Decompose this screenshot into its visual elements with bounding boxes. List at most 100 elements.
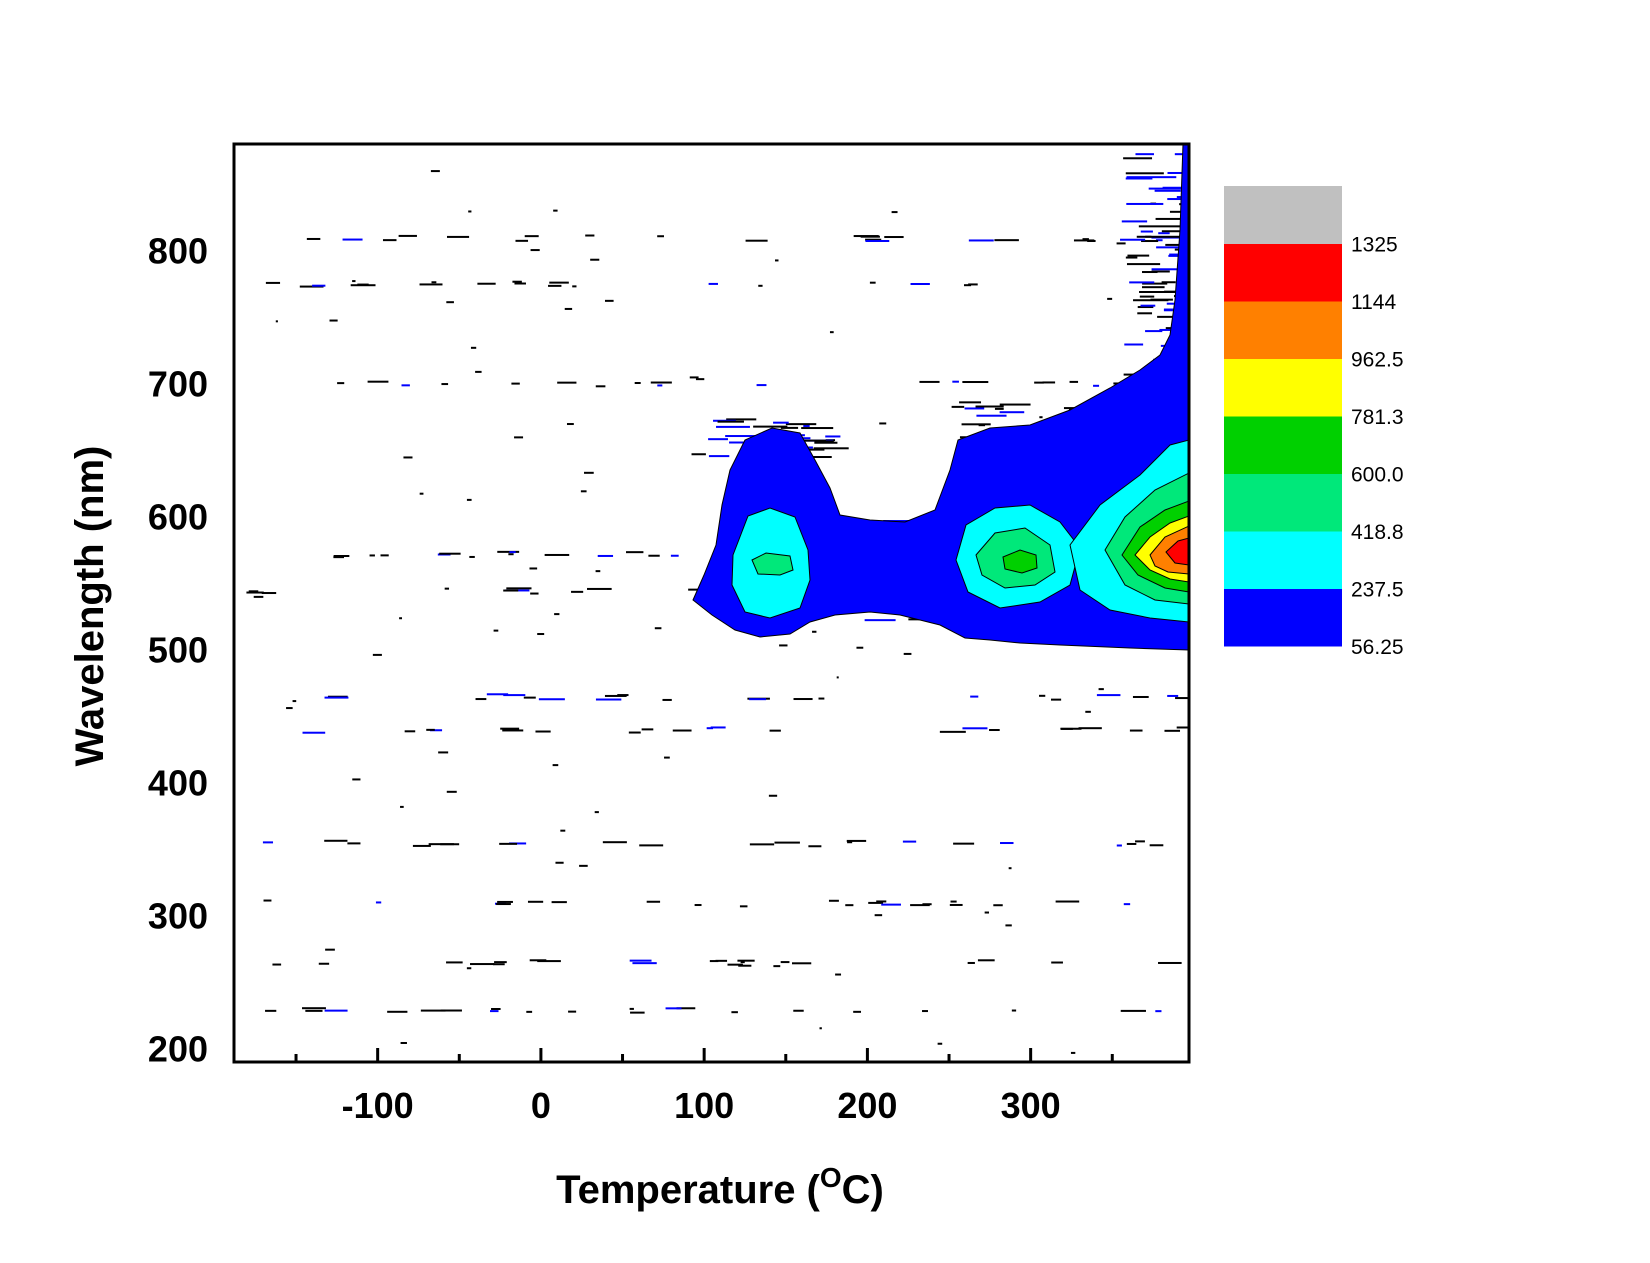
noise-speck <box>626 551 644 554</box>
noise-speck <box>369 554 375 557</box>
colorbar-swatch <box>1224 243 1342 302</box>
noise-speck <box>1098 688 1104 691</box>
noise-speck <box>989 729 1000 732</box>
noise-speck <box>1085 710 1091 713</box>
noise-speck <box>835 973 842 976</box>
noise-speck <box>404 730 416 733</box>
noise-speck <box>275 320 278 323</box>
noise-speck <box>347 842 361 845</box>
noise-speck <box>1107 297 1113 300</box>
noise-speck <box>961 423 991 426</box>
noise-speck <box>1008 867 1012 870</box>
colorbar-swatch <box>1224 416 1342 474</box>
noise-speck <box>1121 220 1148 223</box>
noise-speck <box>1139 290 1178 293</box>
noise-speck <box>548 284 562 287</box>
noise-speck <box>1164 290 1181 293</box>
y-tick-label: 700 <box>148 363 208 404</box>
noise-speck <box>709 960 719 963</box>
noise-speck <box>497 550 520 553</box>
noise-speck <box>812 630 817 633</box>
x-tick-label: 300 <box>1001 1085 1061 1126</box>
noise-speck <box>585 234 595 237</box>
noise-speck <box>791 962 812 965</box>
colorbar-level-label: 237.5 <box>1351 579 1404 602</box>
noise-speck <box>524 235 539 238</box>
noise-speck <box>876 900 887 903</box>
noise-speck <box>665 1007 682 1010</box>
noise-speck <box>1176 726 1189 729</box>
noise-speck <box>949 903 963 906</box>
noise-speck <box>499 842 518 845</box>
noise-speck <box>662 698 672 701</box>
colorbar-level-label: 418.8 <box>1351 521 1404 544</box>
noise-speck <box>790 439 826 442</box>
noise-speck <box>1096 694 1121 697</box>
noise-speck <box>910 283 930 286</box>
noise-speck <box>864 619 896 622</box>
noise-speck <box>286 707 293 710</box>
noise-speck <box>1156 239 1163 242</box>
noise-speck <box>869 281 876 284</box>
noise-speck <box>292 700 297 703</box>
noise-speck <box>333 556 344 559</box>
noise-speck <box>664 756 670 759</box>
noise-speck <box>868 901 884 904</box>
noise-speck <box>1164 729 1181 732</box>
noise-speck <box>329 319 338 322</box>
noise-speck <box>1011 1009 1017 1012</box>
noise-speck <box>968 239 994 242</box>
noise-speck <box>514 436 524 439</box>
noise-speck <box>749 843 775 846</box>
noise-speck <box>984 911 990 914</box>
noise-speck <box>446 961 463 964</box>
noise-speck <box>780 426 799 429</box>
noise-speck <box>503 589 519 592</box>
noise-speck <box>503 694 526 697</box>
noise-speck <box>962 381 989 384</box>
noise-speck <box>1132 695 1149 698</box>
noise-speck <box>529 567 538 570</box>
noise-speck <box>579 864 588 867</box>
noise-speck <box>604 694 627 697</box>
noise-speck <box>657 235 664 238</box>
noise-speck <box>527 900 544 903</box>
noise-speck <box>438 751 449 754</box>
noise-speck <box>604 299 614 302</box>
noise-speck <box>1116 844 1122 847</box>
feature-3-level-7 <box>1165 537 1189 566</box>
noise-speck <box>538 698 565 701</box>
noise-speck <box>1138 225 1187 228</box>
noise-speck <box>813 447 849 450</box>
noise-speck <box>248 590 259 593</box>
noise-speck <box>493 963 505 966</box>
noise-speck <box>975 405 1004 408</box>
colorbar-level-label: 1144 <box>1351 291 1396 314</box>
noise-speck <box>1140 230 1153 233</box>
noise-speck <box>470 963 495 966</box>
noise-speck <box>1155 1010 1162 1013</box>
x-tick-label: 100 <box>674 1085 734 1126</box>
noise-speck <box>312 284 326 287</box>
noise-speck <box>1142 282 1168 285</box>
noise-speck <box>430 729 443 732</box>
noise-speck <box>261 592 277 595</box>
noise-speck <box>708 282 718 285</box>
noise-speck <box>883 520 915 523</box>
noise-speck <box>595 385 606 388</box>
noise-speck <box>695 378 705 381</box>
noise-speck <box>657 384 663 387</box>
noise-speck <box>629 959 652 962</box>
noise-speck <box>1060 727 1073 730</box>
noise-speck <box>401 384 410 387</box>
noise-speck <box>775 259 779 262</box>
colorbar-level-label: 781.3 <box>1351 406 1404 429</box>
noise-speck <box>731 1011 738 1014</box>
noise-speck <box>1155 217 1189 220</box>
noise-speck <box>446 235 470 238</box>
noise-speck <box>469 555 475 558</box>
noise-speck <box>1151 270 1170 273</box>
noise-speck <box>1126 176 1177 179</box>
noise-speck <box>587 587 612 590</box>
feature-1-level-3 <box>751 552 794 576</box>
